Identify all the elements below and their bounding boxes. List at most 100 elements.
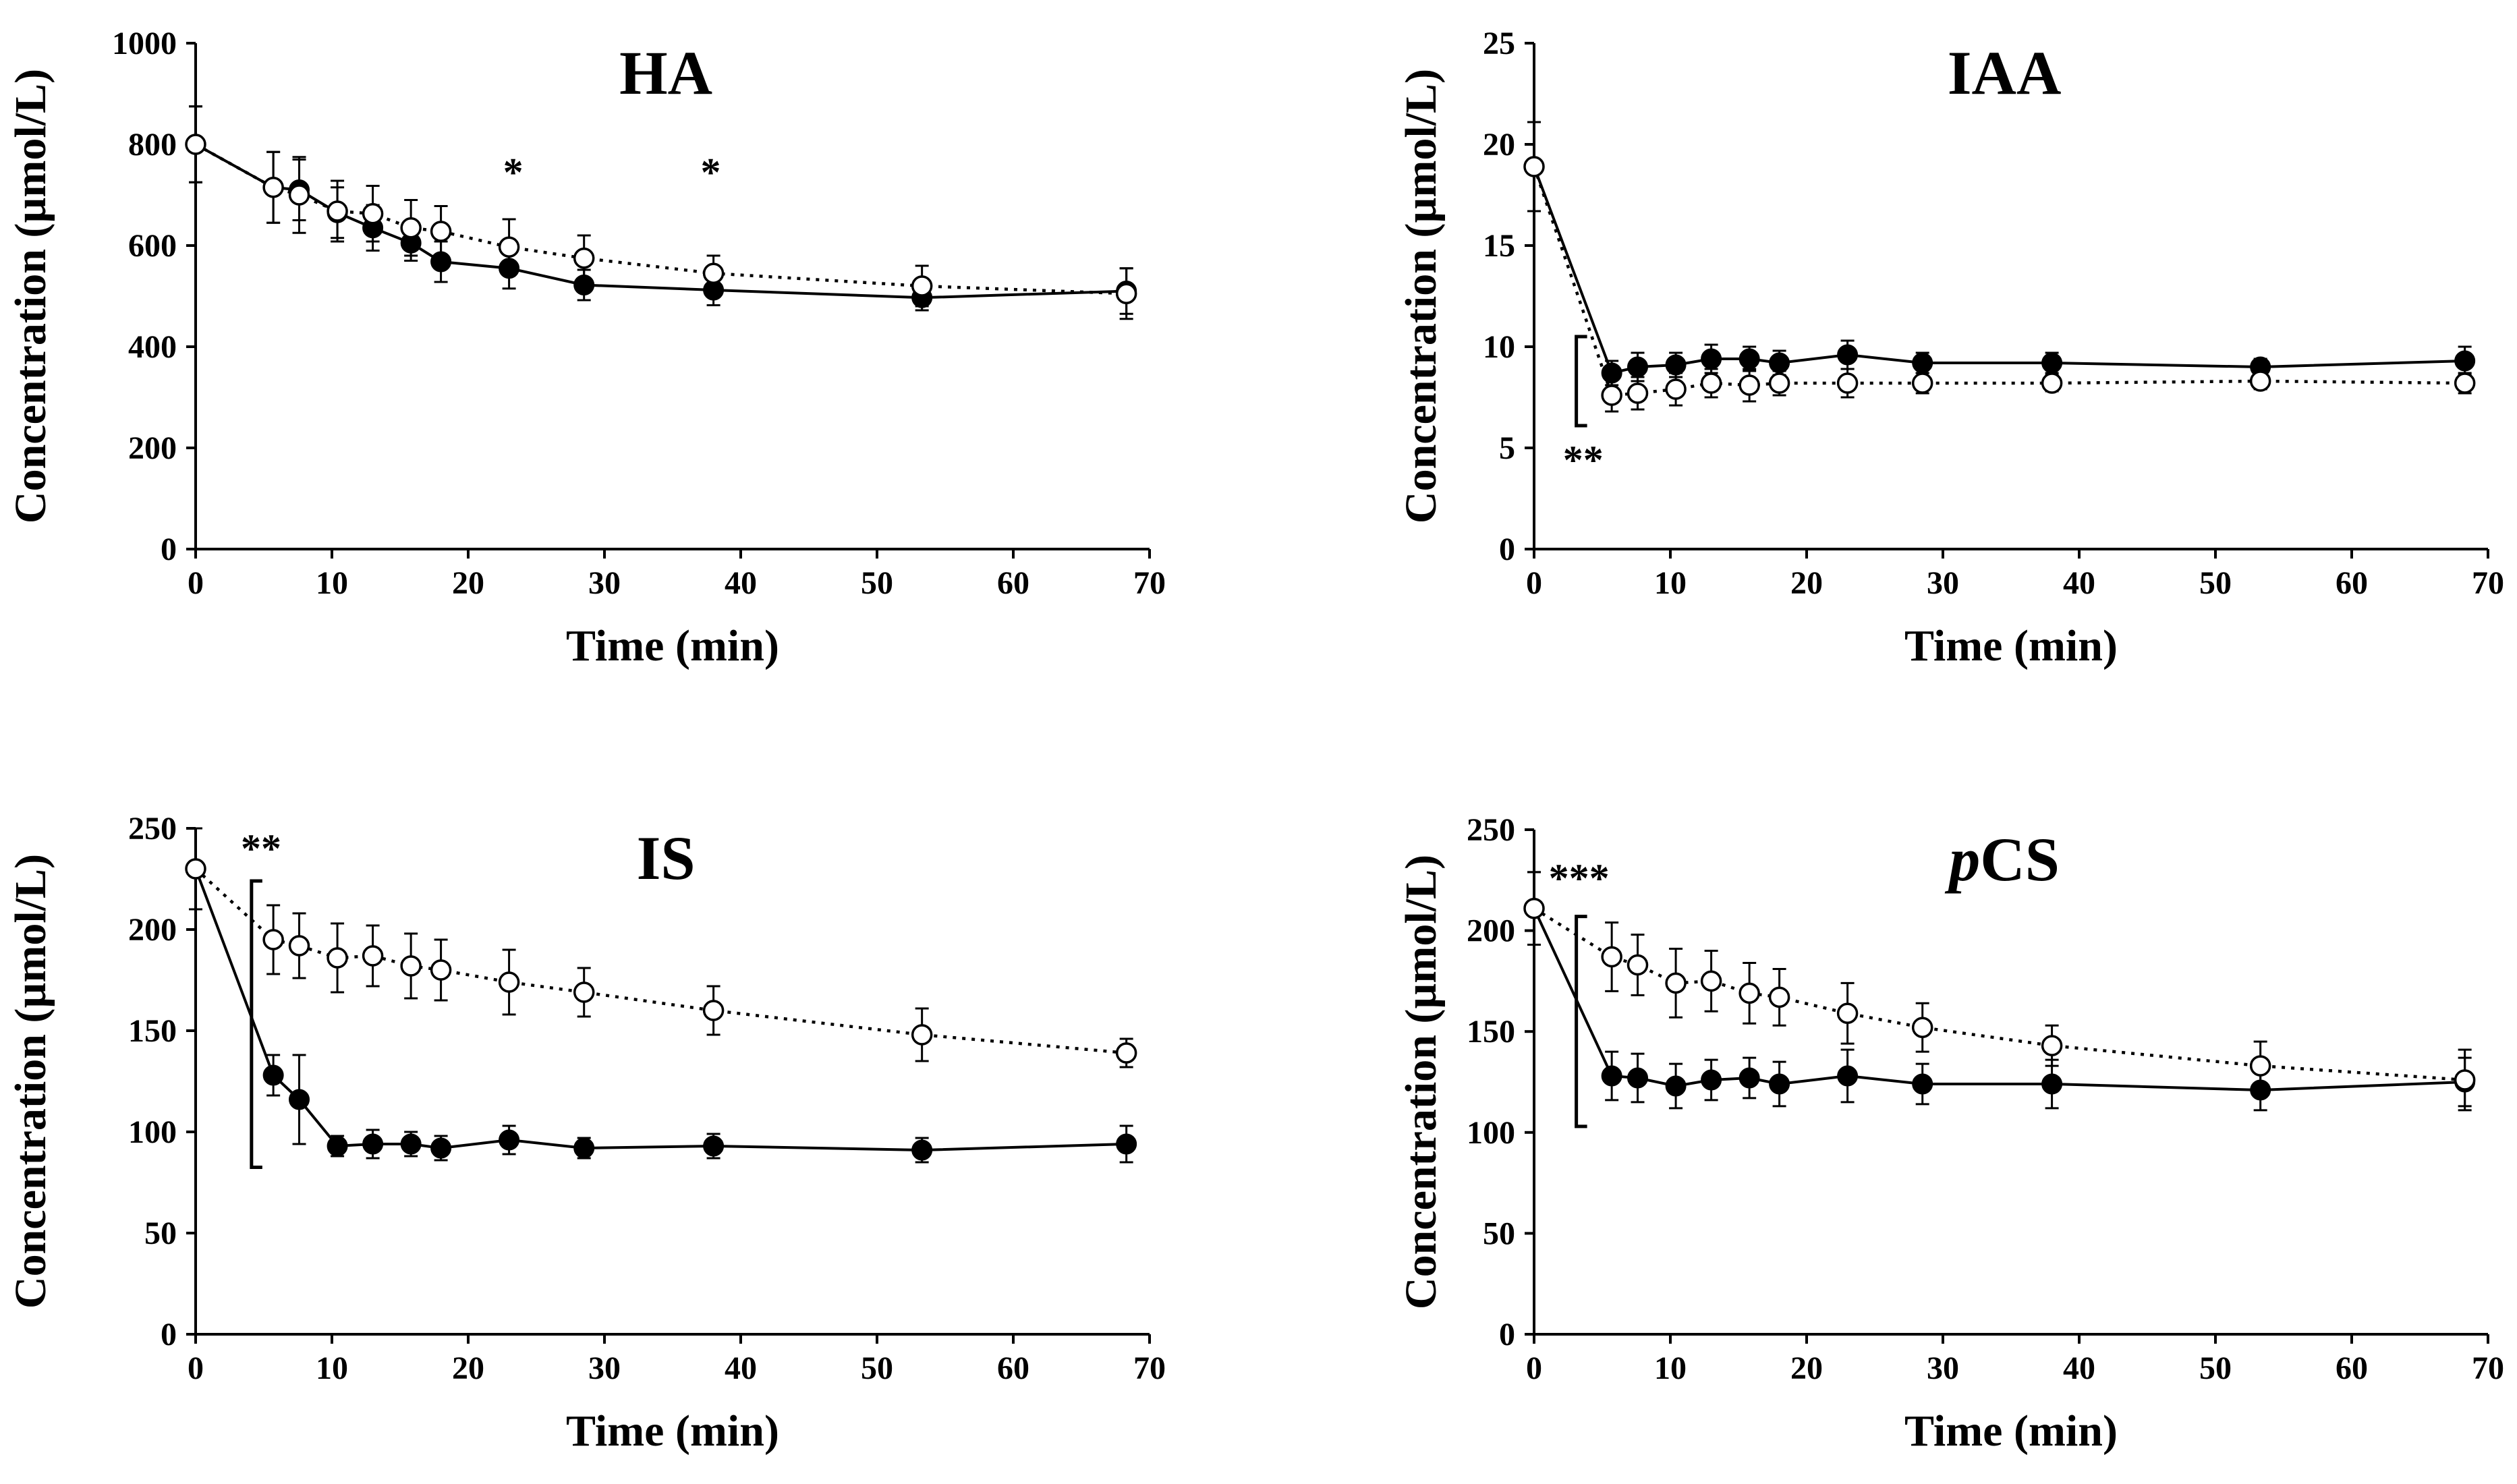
pcs-filled-point-6 bbox=[1769, 1073, 1790, 1095]
iaa-filled-point-3 bbox=[1665, 354, 1687, 376]
iaa-open-point-7 bbox=[1836, 372, 1859, 394]
ha-x-tick-label-3: 30 bbox=[588, 565, 621, 601]
iaa-filled-point-4 bbox=[1701, 348, 1722, 370]
pcs-filled-point-8 bbox=[1912, 1073, 1933, 1095]
ha-open-point-5 bbox=[400, 217, 422, 239]
is-y-tick-label-1: 50 bbox=[144, 1216, 177, 1251]
ha-open-point-1 bbox=[262, 177, 284, 198]
ha-chart-title: HA bbox=[619, 38, 712, 107]
is-chart-title: IS bbox=[637, 824, 696, 892]
iaa-filled-point-2 bbox=[1627, 356, 1649, 378]
ha-open-point-4 bbox=[362, 203, 384, 225]
is-filled-series-line bbox=[194, 868, 1127, 1152]
ha-y-tick-label-4: 800 bbox=[128, 127, 177, 163]
ha-significance-marker-1: * bbox=[701, 150, 721, 194]
pcs-filled-point-5 bbox=[1738, 1067, 1760, 1089]
pcs-x-tick-label-2: 20 bbox=[1790, 1350, 1823, 1386]
is-x-tick-label-6: 60 bbox=[997, 1350, 1029, 1386]
pcs-open-point-7 bbox=[1836, 1002, 1859, 1025]
iaa-chart-title: IAA bbox=[1948, 38, 2062, 107]
pcs-panel: pCS 0 50 100 150 200 250 0 10 20 30 40 50 60 70 Time (m… bbox=[1396, 812, 2504, 1456]
pcs-y-tick-label-1: 50 bbox=[1483, 1216, 1515, 1251]
pcs-x-tick-label-3: 30 bbox=[1927, 1350, 1959, 1386]
pcs-x-tick-label-1: 10 bbox=[1654, 1350, 1687, 1386]
iaa-x-tick-label-4: 40 bbox=[2063, 565, 2095, 601]
pcs-filled-point-7 bbox=[1837, 1065, 1859, 1087]
is-y-tick-label-0: 0 bbox=[161, 1317, 177, 1352]
is-filled-point-4 bbox=[362, 1133, 384, 1155]
ha-x-axis-label: Time (min) bbox=[566, 621, 779, 670]
iaa-y-tick-label-4: 20 bbox=[1483, 127, 1515, 163]
is-x-tick-label-7: 70 bbox=[1133, 1350, 1166, 1386]
ha-open-point-7 bbox=[498, 236, 520, 258]
pcs-x-tick-label-7: 70 bbox=[2472, 1350, 2504, 1386]
is-open-point-1 bbox=[262, 929, 284, 950]
ha-open-point-3 bbox=[327, 200, 348, 222]
iaa-open-point-6 bbox=[1768, 372, 1790, 394]
ha-x-tick-label-2: 20 bbox=[452, 565, 484, 601]
is-significance-marker-0: ** bbox=[241, 826, 281, 871]
ha-open-point-0 bbox=[185, 134, 206, 155]
iaa-x-tick-label-5: 50 bbox=[2199, 565, 2232, 601]
iaa-open-point-5 bbox=[1738, 374, 1760, 396]
is-open-point-11 bbox=[1115, 1042, 1137, 1064]
ha-filled-point-8 bbox=[573, 275, 595, 295]
pcs-open-point-5 bbox=[1738, 982, 1760, 1004]
iaa-open-point-2 bbox=[1627, 382, 1649, 404]
pcs-open-point-9 bbox=[2041, 1035, 2063, 1056]
ha-open-point-8 bbox=[573, 248, 595, 269]
is-filled-point-11 bbox=[1116, 1133, 1137, 1155]
is-open-point-2 bbox=[288, 935, 310, 957]
iaa-y-tick-label-3: 15 bbox=[1483, 228, 1515, 264]
iaa-filled-point-11 bbox=[2454, 350, 2476, 372]
ha-x-tick-label-4: 40 bbox=[725, 565, 757, 601]
pcs-open-point-2 bbox=[1627, 954, 1649, 976]
pcs-open-point-1 bbox=[1601, 946, 1622, 968]
iaa-y-tick-label-1: 5 bbox=[1499, 430, 1515, 466]
ha-open-point-9 bbox=[702, 262, 725, 284]
iaa-x-axis-label: Time (min) bbox=[1904, 621, 2118, 670]
iaa-x-tick-label-0: 0 bbox=[1526, 565, 1542, 601]
pcs-open-point-8 bbox=[1911, 1017, 1933, 1038]
iaa-x-tick-label-7: 70 bbox=[2472, 565, 2504, 601]
is-filled-point-3 bbox=[327, 1135, 348, 1157]
iaa-x-tick-label-3: 30 bbox=[1927, 565, 1959, 601]
pcs-open-point-6 bbox=[1768, 986, 1790, 1008]
iaa-x-tick-label-6: 60 bbox=[2336, 565, 2368, 601]
ha-y-tick-label-0: 0 bbox=[161, 532, 177, 567]
pcs-filled-point-4 bbox=[1701, 1069, 1722, 1091]
pcs-open-point-3 bbox=[1665, 972, 1687, 994]
iaa-y-axis-label: Concentration (µmol/L) bbox=[1396, 69, 1446, 523]
iaa-filled-point-6 bbox=[1769, 352, 1790, 374]
iaa-open-point-9 bbox=[2041, 372, 2063, 394]
ha-x-tick-label-6: 60 bbox=[997, 565, 1029, 601]
is-filled-point-7 bbox=[499, 1129, 520, 1151]
pcs-y-tick-label-4: 200 bbox=[1467, 913, 1515, 949]
is-open-point-3 bbox=[327, 947, 348, 969]
iaa-open-point-0 bbox=[1523, 156, 1545, 177]
iaa-x-tick-label-2: 20 bbox=[1790, 565, 1823, 601]
is-panel: IS 0 50 100 150 200 250 0 10 20 30 40 50 60 70 Time (mi… bbox=[6, 811, 1166, 1456]
pcs-open-point-4 bbox=[1700, 970, 1722, 992]
is-x-tick-label-2: 20 bbox=[452, 1350, 484, 1386]
ha-x-tick-label-1: 10 bbox=[316, 565, 348, 601]
iaa-filled-series-line bbox=[1533, 166, 2465, 375]
iaa-filled-point-1 bbox=[1601, 362, 1622, 384]
ha-panel: HA 0 200 400 600 800 1000 0 10 20 30 40 50 60 70 Time (… bbox=[6, 26, 1166, 670]
pcs-x-tick-label-6: 60 bbox=[2336, 1350, 2368, 1386]
ha-x-tick-label-5: 50 bbox=[861, 565, 893, 601]
iaa-open-point-4 bbox=[1700, 372, 1722, 394]
is-y-tick-label-4: 200 bbox=[128, 912, 177, 948]
pcs-filled-point-3 bbox=[1665, 1075, 1687, 1097]
ha-open-point-2 bbox=[288, 184, 310, 206]
is-y-tick-label-3: 150 bbox=[128, 1013, 177, 1049]
ha-open-point-6 bbox=[430, 221, 452, 242]
iaa-open-point-3 bbox=[1665, 378, 1687, 400]
pcs-x-axis-label: Time (min) bbox=[1904, 1406, 2118, 1456]
ha-open-series-line bbox=[194, 143, 1127, 295]
pcs-significance-marker-0: *** bbox=[1549, 856, 1610, 901]
pcs-filled-point-9 bbox=[2041, 1073, 2063, 1095]
pcs-filled-point-2 bbox=[1627, 1067, 1649, 1089]
pcs-chart-title: pCS bbox=[1944, 825, 2060, 894]
ha-x-tick-label-7: 70 bbox=[1133, 565, 1166, 601]
